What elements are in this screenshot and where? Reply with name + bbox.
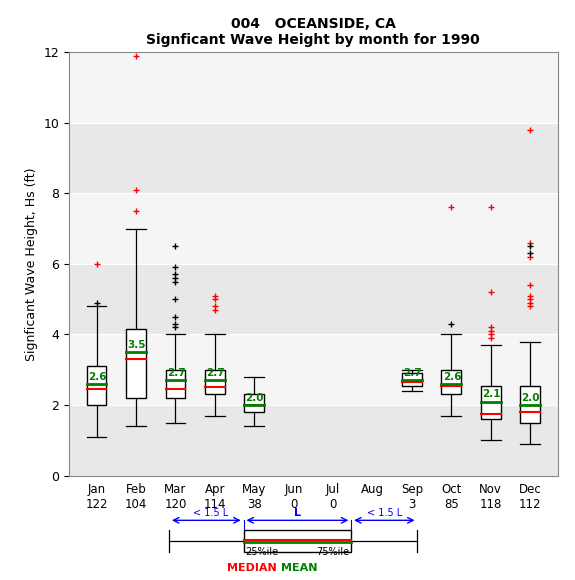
Text: MEAN: MEAN bbox=[281, 564, 317, 574]
Bar bbox=[205, 370, 225, 394]
Text: 3.5: 3.5 bbox=[127, 340, 146, 350]
Bar bbox=[69, 335, 558, 405]
Text: 2.6: 2.6 bbox=[443, 372, 461, 382]
Text: 2.1: 2.1 bbox=[482, 389, 501, 400]
Y-axis label: Signficant Wave Height, Hs (ft): Signficant Wave Height, Hs (ft) bbox=[25, 167, 38, 361]
Bar bbox=[402, 374, 422, 386]
Bar bbox=[69, 123, 558, 193]
Bar bbox=[69, 264, 558, 335]
Text: L: L bbox=[294, 508, 301, 517]
Bar bbox=[166, 370, 185, 398]
Text: 2.0: 2.0 bbox=[246, 393, 264, 403]
Bar bbox=[69, 52, 558, 123]
Bar bbox=[69, 405, 558, 476]
Text: MEDIAN: MEDIAN bbox=[227, 564, 277, 574]
Bar bbox=[520, 386, 540, 423]
Bar bbox=[126, 329, 146, 398]
Text: < 1.5 L: < 1.5 L bbox=[367, 508, 402, 517]
Text: 25%ile: 25%ile bbox=[246, 548, 279, 557]
Text: 75%ile: 75%ile bbox=[316, 548, 349, 557]
Bar bbox=[244, 394, 264, 412]
Bar bbox=[87, 366, 106, 405]
Bar bbox=[69, 193, 558, 264]
Text: 2.7: 2.7 bbox=[206, 368, 225, 378]
Text: < 1.5 L: < 1.5 L bbox=[193, 508, 228, 517]
Bar bbox=[481, 386, 501, 419]
Bar bbox=[244, 530, 351, 552]
Text: 2.6: 2.6 bbox=[88, 372, 106, 382]
Bar bbox=[442, 370, 461, 394]
Title: 004   OCEANSIDE, CA
Signficant Wave Height by month for 1990: 004 OCEANSIDE, CA Signficant Wave Height… bbox=[147, 17, 480, 47]
Text: 2.0: 2.0 bbox=[522, 393, 540, 403]
Text: 2.7: 2.7 bbox=[167, 368, 185, 378]
Text: 2.7: 2.7 bbox=[403, 368, 422, 378]
